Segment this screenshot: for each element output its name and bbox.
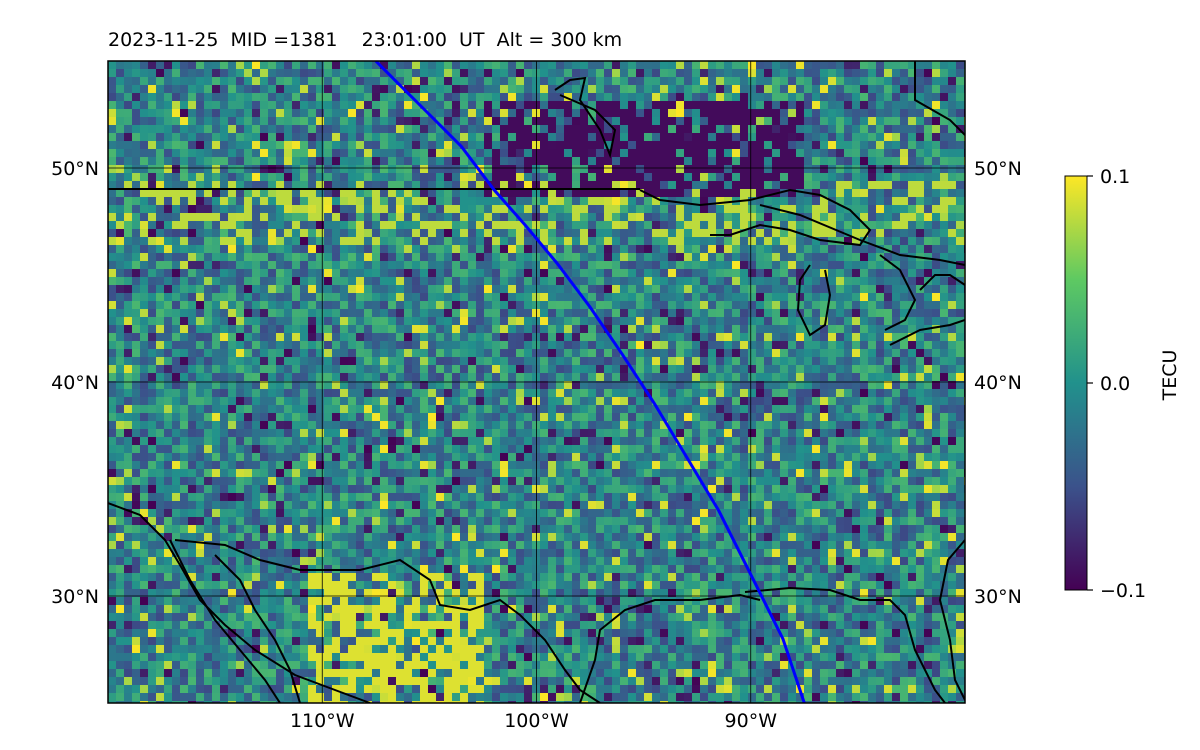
colorbar-label-wrap: TECU: [1150, 335, 1190, 415]
terminator-line: [374, 61, 806, 703]
y-tick-label-right: 30°N: [974, 586, 1022, 608]
colorbar: 0.1 0.0 −0.1: [1064, 166, 1146, 602]
x-tick-label: 110°W: [290, 710, 355, 732]
atlantic-coast: [938, 539, 965, 701]
coastlines: [108, 61, 965, 703]
texas-gulf-coast: [579, 593, 761, 703]
colorbar-ticks: 0.1 0.0 −0.1: [1087, 166, 1146, 602]
y-tick-label-right: 40°N: [974, 372, 1022, 394]
y-tick-label-right: 50°N: [974, 158, 1022, 180]
y-tick-label-left: 30°N: [51, 586, 99, 608]
lake-superior: [639, 188, 872, 247]
colorbar-tick-label: 0.0: [1100, 373, 1130, 395]
colorbar-tick-label: 0.1: [1100, 166, 1130, 188]
canada-east-border: [759, 204, 965, 266]
x-axis: 110°W 100°W 90°W: [290, 710, 777, 732]
gulf-of-california: [214, 554, 301, 703]
hudson-bay-coast: [554, 76, 617, 159]
y-axis: 30°N 30°N 40°N 40°N 50°N 50°N: [51, 158, 1022, 608]
baja-california: [169, 539, 281, 703]
lake-erie: [889, 319, 965, 346]
map-frame: [107, 60, 966, 704]
graticule: [108, 61, 965, 703]
tec-heatmap: [108, 61, 965, 703]
y-tick-label-left: 50°N: [51, 158, 99, 180]
lake-michigan: [796, 264, 832, 337]
chart-title: 2023-11-25 MID =1381 23:01:00 UT Alt = 3…: [108, 29, 623, 51]
colorbar-gradient: [1064, 175, 1088, 591]
colorbar-label: TECU: [1159, 349, 1181, 401]
pacific-coast: [108, 502, 371, 703]
us-mexico-border: [174, 539, 601, 703]
gulf-coast-east: [744, 586, 946, 703]
x-tick-label: 90°W: [725, 710, 778, 732]
hudson-bay-east: [914, 61, 965, 136]
lake-huron: [879, 254, 917, 331]
y-tick-label-left: 40°N: [51, 372, 99, 394]
x-tick-label: 100°W: [504, 710, 569, 732]
lake-ontario: [919, 274, 965, 291]
colorbar-tick-label: −0.1: [1100, 580, 1146, 602]
